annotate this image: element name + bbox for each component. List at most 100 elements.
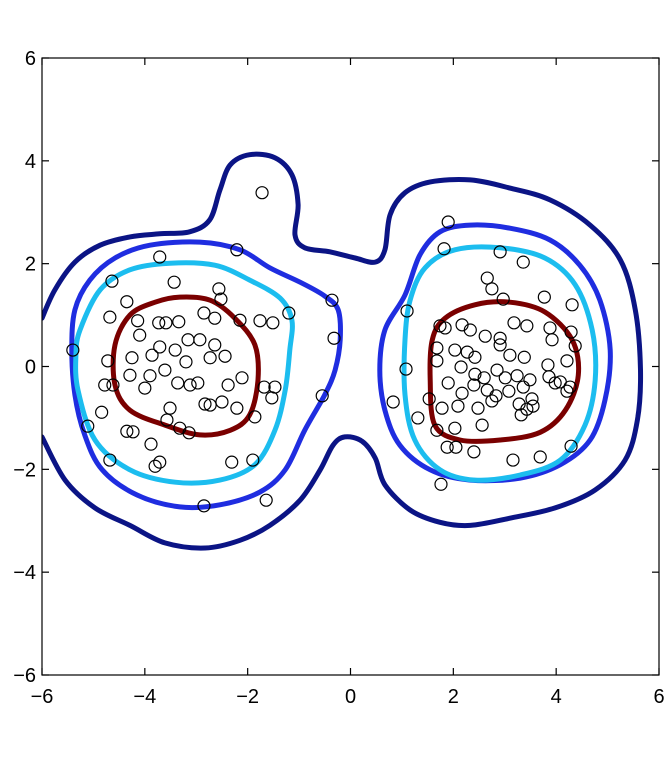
data-point: [158, 363, 172, 377]
data-point: [255, 186, 269, 200]
data-point: [214, 292, 228, 306]
data-point: [179, 355, 193, 369]
data-point: [440, 440, 454, 454]
x-tick-label: −6: [31, 686, 54, 708]
data-point: [422, 392, 436, 406]
data-point: [225, 455, 239, 469]
data-point: [98, 378, 112, 392]
data-point: [259, 493, 273, 507]
y-tick-label: 6: [25, 48, 36, 70]
data-point: [503, 348, 517, 362]
data-point: [441, 215, 455, 229]
data-point: [493, 245, 507, 259]
data-point: [468, 367, 482, 381]
data-point: [502, 384, 516, 398]
axes: −6 −4 −2 0 2 4 6 −6 −4 −2 0 2 4 6: [13, 48, 664, 708]
data-point: [506, 453, 520, 467]
data-point: [197, 306, 211, 320]
data-point: [101, 354, 115, 368]
data-point: [526, 399, 540, 413]
data-point: [163, 401, 177, 415]
data-point: [246, 453, 260, 467]
data-point: [430, 354, 444, 368]
data-point: [516, 255, 530, 269]
data-point: [152, 316, 166, 330]
data-point: [181, 333, 195, 347]
contour-line: [42, 151, 644, 551]
data-point: [253, 314, 267, 328]
data-point: [448, 421, 462, 435]
data-point: [218, 349, 232, 363]
data-point: [525, 392, 539, 406]
data-point: [520, 319, 534, 333]
data-point: [471, 401, 485, 415]
data-point: [475, 418, 489, 432]
data-point: [467, 378, 481, 392]
data-point: [563, 380, 577, 394]
data-point: [498, 371, 512, 385]
data-point: [208, 311, 222, 325]
data-point: [131, 314, 145, 328]
data-point: [455, 386, 469, 400]
data-point: [325, 293, 339, 307]
y-tick-label: −4: [13, 562, 36, 584]
data-point: [265, 391, 279, 405]
y-tick-label: 0: [25, 357, 36, 379]
data-point: [468, 350, 482, 364]
data-point: [105, 274, 119, 288]
x-tick-label: −2: [236, 686, 259, 708]
data-point: [441, 376, 455, 390]
data-point: [248, 410, 262, 424]
data-point: [490, 363, 504, 377]
data-point: [430, 341, 444, 355]
data-point: [493, 331, 507, 345]
data-point: [400, 304, 414, 318]
data-point: [451, 399, 465, 413]
data-point: [167, 275, 181, 289]
data-point: [182, 426, 196, 440]
plot-area: [42, 151, 644, 551]
data-point: [533, 450, 547, 464]
data-point: [160, 413, 174, 427]
data-point: [221, 378, 235, 392]
x-tick-label: −4: [133, 686, 156, 708]
y-tick-label: 2: [25, 254, 36, 276]
contour-line: [110, 294, 582, 444]
data-point: [327, 331, 341, 345]
data-point: [435, 401, 449, 415]
data-point: [282, 306, 296, 320]
data-point: [125, 351, 139, 365]
data-point: [197, 499, 211, 513]
data-point: [203, 398, 217, 412]
y-tick-label: −6: [13, 665, 36, 687]
data-point: [103, 310, 117, 324]
contour-line: [73, 244, 599, 486]
data-point: [545, 333, 559, 347]
data-point: [507, 316, 521, 330]
data-point: [560, 384, 574, 398]
y-tick-label: −2: [13, 459, 36, 481]
data-point: [138, 381, 152, 395]
data-point: [148, 459, 162, 473]
data-point: [198, 397, 212, 411]
data-point: [171, 376, 185, 390]
data-point: [120, 424, 134, 438]
data-point: [438, 321, 452, 335]
data-point: [230, 401, 244, 415]
data-point: [543, 321, 557, 335]
data-point: [560, 354, 574, 368]
data-point: [448, 343, 462, 357]
data-point: [510, 369, 524, 383]
data-point: [434, 477, 448, 491]
data-point: [477, 371, 491, 385]
data-point: [564, 325, 578, 339]
x-tick-label: 0: [345, 686, 356, 708]
data-point: [266, 316, 280, 330]
data-point: [133, 328, 147, 342]
data-point: [541, 358, 555, 372]
data-point: [517, 350, 531, 364]
data-point: [399, 362, 413, 376]
contour-line: [69, 222, 613, 511]
data-point: [183, 378, 197, 392]
